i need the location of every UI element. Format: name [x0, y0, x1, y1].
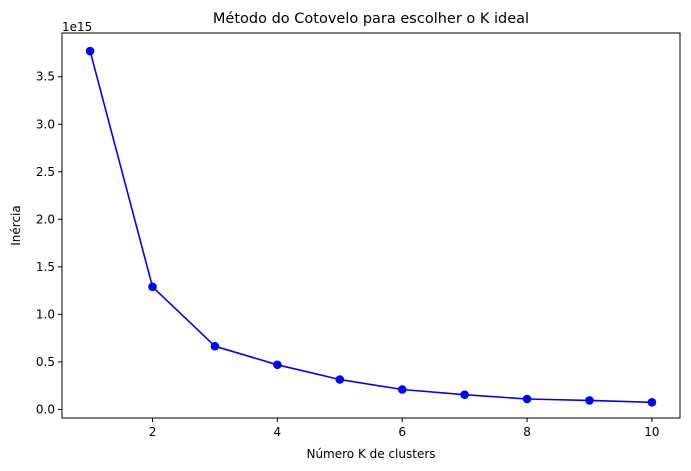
y-tick-label: 0.5 [36, 355, 55, 369]
data-point [335, 375, 345, 384]
y-axis-ticks: 0.0 0.5 1.0 1.5 2.0 2.5 3.0 3.5 [36, 70, 62, 416]
x-tick-label: 2 [149, 425, 157, 439]
x-tick-label: 4 [274, 425, 282, 439]
data-point [647, 398, 657, 407]
x-tick-label: 6 [398, 425, 406, 439]
y-offset-label: 1e15 [62, 20, 92, 34]
data-point [148, 282, 157, 292]
y-tick-label: 0.0 [36, 402, 55, 416]
y-tick-label: 2.0 [36, 212, 55, 226]
x-axis-label: Número K de clusters [306, 447, 435, 461]
x-tick-label: 8 [523, 425, 531, 439]
y-axis-label: Inércia [9, 205, 23, 245]
data-point [210, 341, 220, 351]
y-tick-label: 3.5 [36, 70, 55, 84]
series-line [89, 50, 652, 404]
x-axis-ticks: 2 4 6 8 10 [149, 418, 660, 439]
y-tick-label: 3.0 [36, 117, 55, 131]
series-layer [85, 46, 657, 407]
y-tick-label: 1.5 [36, 260, 55, 274]
plot-frame [61, 32, 681, 419]
y-tick-label: 1.0 [36, 307, 55, 321]
data-point [273, 360, 282, 370]
data-point [460, 390, 469, 400]
chart-title: Método do Cotovelo para escolher o K ide… [213, 11, 529, 27]
data-point [397, 385, 407, 394]
x-tick-label: 10 [644, 425, 659, 439]
data-point [585, 396, 594, 405]
data-point [85, 46, 95, 56]
y-tick-label: 2.5 [36, 165, 55, 179]
data-point [522, 394, 532, 404]
